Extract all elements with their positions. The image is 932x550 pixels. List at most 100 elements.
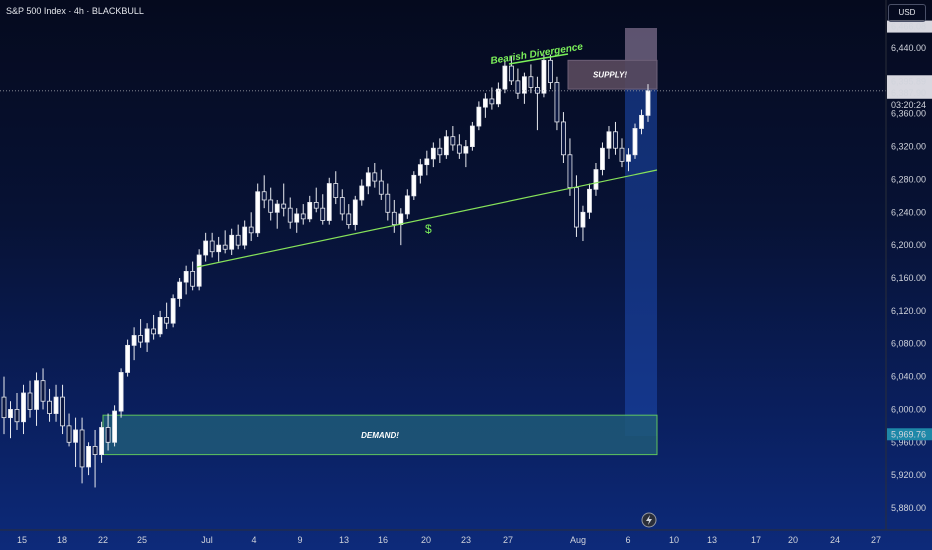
candle-body — [27, 392, 33, 410]
candle-body — [365, 172, 371, 187]
candle-body — [593, 169, 599, 190]
candle — [203, 232, 209, 262]
y-tick-label: 6,000.00 — [891, 404, 926, 414]
y-tick-label: 6,360.00 — [891, 109, 926, 119]
time-axis[interactable]: 15 18 22 25 Jul 4 9 13 16 20 23 27 Aug 6 10 13 17 20 24 27 — [0, 529, 932, 545]
candle — [86, 442, 91, 476]
y-tick-label: 6,080.00 — [891, 339, 926, 349]
support-trendline[interactable] — [196, 169, 658, 268]
candle-body — [632, 128, 638, 156]
candle-body — [255, 191, 261, 234]
candle — [489, 87, 495, 110]
candle — [99, 421, 104, 463]
candle-body — [541, 59, 547, 94]
candle-body — [151, 328, 157, 335]
candle-body — [229, 234, 235, 250]
candle-body — [417, 164, 423, 176]
x-tick-label: 4 — [251, 535, 256, 545]
candle — [177, 278, 183, 307]
candle — [222, 230, 228, 254]
candle-body — [554, 82, 560, 123]
x-tick-label: 10 — [669, 535, 679, 545]
candle-body — [645, 90, 651, 116]
candle-body — [216, 244, 222, 253]
candle-body — [619, 147, 625, 162]
candle — [469, 121, 475, 151]
candle-body — [242, 226, 248, 246]
candle-body — [138, 335, 144, 343]
candle-body — [99, 427, 104, 456]
candle-body — [346, 213, 352, 226]
candle-body — [34, 380, 39, 410]
candle — [430, 142, 436, 168]
candle-body — [203, 240, 209, 256]
x-tick-label: 27 — [503, 535, 513, 545]
demand-zone[interactable] — [102, 414, 658, 456]
candle-body — [21, 392, 26, 423]
candle — [79, 417, 85, 484]
candle — [437, 138, 443, 163]
candle — [157, 310, 163, 338]
candle — [424, 150, 430, 176]
candle — [378, 169, 384, 200]
candle-body — [522, 76, 527, 94]
candle-body — [177, 281, 183, 299]
candle-body — [515, 80, 521, 94]
candle-body — [125, 344, 130, 373]
divergence-line[interactable] — [508, 53, 569, 65]
candle — [574, 175, 579, 237]
candle-body — [613, 131, 618, 149]
candle — [326, 177, 332, 225]
candle — [528, 64, 534, 94]
candle-body — [183, 271, 189, 283]
candle-body — [378, 180, 384, 195]
dollar-sign-label: $ — [425, 222, 432, 236]
candle — [561, 112, 566, 163]
x-tick-label: 15 — [17, 535, 27, 545]
scroll-to-realtime-button[interactable] — [641, 512, 657, 528]
candle — [8, 401, 13, 439]
candle-body — [196, 254, 202, 287]
candle-body — [261, 191, 267, 201]
candle — [229, 228, 235, 255]
candle — [131, 327, 137, 361]
y-tick-label: 5,880.00 — [891, 503, 926, 513]
candle-body — [281, 203, 287, 209]
candle-body — [164, 317, 170, 324]
candle-body — [469, 125, 475, 147]
candle — [105, 413, 111, 451]
x-tick-label: 6 — [625, 535, 630, 545]
x-tick-label: Jul — [201, 535, 213, 545]
candle — [391, 199, 397, 233]
candle-body — [92, 445, 98, 456]
candle-body — [391, 211, 397, 226]
candle — [398, 208, 404, 246]
candle — [34, 372, 39, 426]
candle — [248, 212, 254, 242]
candle — [385, 183, 391, 221]
supply-zone[interactable] — [567, 59, 658, 90]
y-tick-label: 6,160.00 — [891, 273, 926, 283]
candle-body — [352, 199, 358, 226]
candle-body — [626, 154, 631, 162]
candle — [502, 60, 508, 94]
candle — [281, 183, 287, 217]
candle-body — [535, 87, 540, 94]
candle — [320, 194, 326, 225]
candle — [209, 232, 215, 258]
candle — [274, 199, 280, 229]
candle — [495, 82, 501, 108]
candle — [261, 175, 267, 209]
currency-selector[interactable]: USD — [888, 4, 926, 22]
candle-body — [424, 158, 430, 166]
y-tick-label: 6,320.00 — [891, 142, 926, 152]
candle-body — [86, 445, 91, 468]
candle — [313, 187, 319, 213]
candle-body — [268, 199, 274, 213]
candle — [235, 224, 241, 250]
candle-body — [326, 183, 332, 221]
y-tick-label: 5,960.00 — [891, 437, 926, 447]
candle — [287, 197, 293, 229]
candle — [346, 204, 352, 229]
